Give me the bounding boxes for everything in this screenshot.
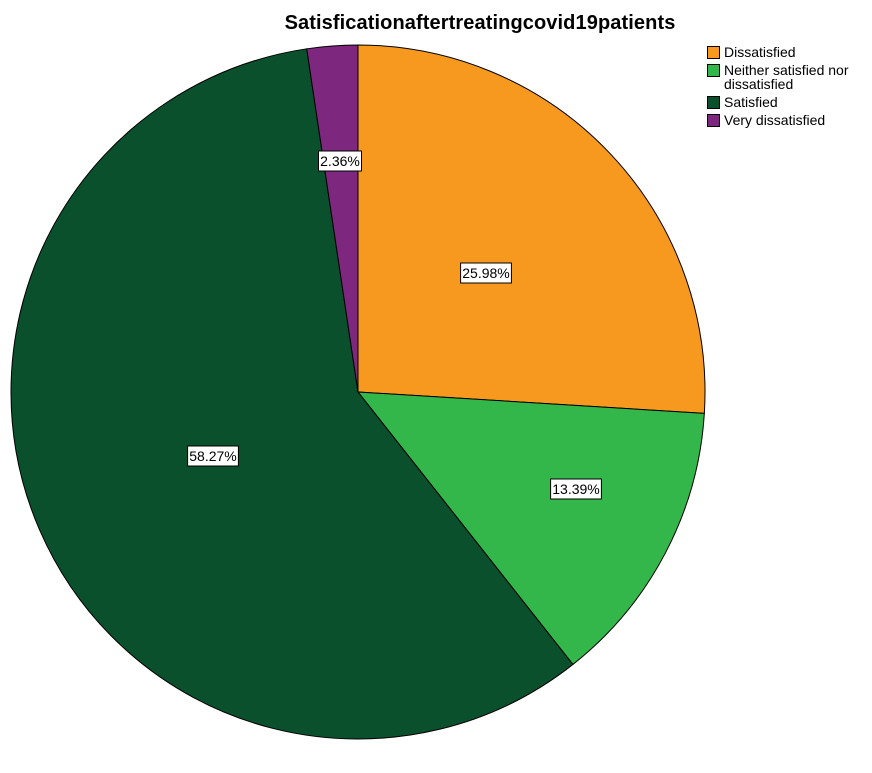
- legend-item: Dissatisfied: [707, 45, 872, 59]
- legend-item: Neither satisfied nor dissatisfied: [707, 63, 872, 91]
- legend-label: Very dissatisfied: [724, 112, 826, 128]
- pie-slice-dissatisfied: [357, 44, 706, 414]
- pie-slices: [10, 44, 706, 740]
- svg-text:2.36%: 2.36%: [320, 153, 360, 169]
- pie-labels: 25.98% 13.39% 58.27% 2.36%: [187, 150, 602, 500]
- chart-title: Satisficationaftertreatingcovid19patient…: [284, 12, 676, 34]
- legend-label: Neither satisfied nor dissatisfied: [724, 62, 849, 92]
- pie-slice-very-dissatisfied: [306, 44, 359, 393]
- legend-swatch: [707, 114, 720, 127]
- legend: Dissatisfied Neither satisfied nor dissat…: [707, 45, 872, 131]
- slice-value-label: 25.98%: [460, 262, 512, 284]
- legend-item: Very dissatisfied: [707, 113, 872, 127]
- legend-label: Dissatisfied: [724, 44, 796, 60]
- svg-text:13.39%: 13.39%: [552, 481, 599, 497]
- legend-swatch: [707, 96, 720, 109]
- slice-value-label: 13.39%: [550, 478, 602, 500]
- slice-value-label: 2.36%: [318, 150, 362, 172]
- legend-label: Satisfied: [724, 94, 778, 110]
- svg-text:25.98%: 25.98%: [462, 265, 509, 281]
- slice-value-label: 58.27%: [187, 445, 239, 467]
- pie-slice-neither-satisfied-nor-dissatisfied: [356, 391, 705, 666]
- svg-text:58.27%: 58.27%: [189, 448, 236, 464]
- legend-swatch: [707, 64, 720, 77]
- legend-item: Satisfied: [707, 95, 872, 109]
- legend-swatch: [707, 46, 720, 59]
- pie-slice-satisfied: [10, 48, 574, 740]
